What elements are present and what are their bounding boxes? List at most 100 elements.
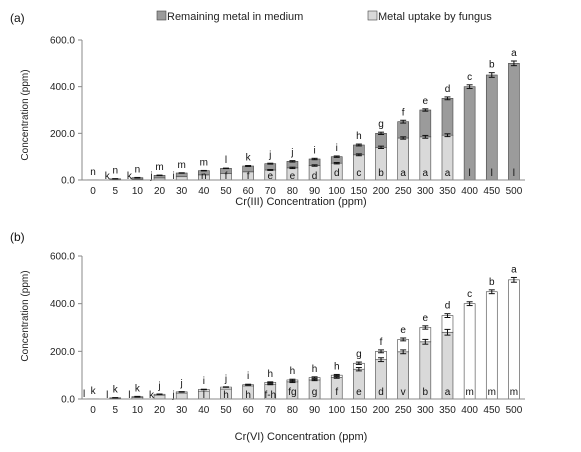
significance-letter-top: j bbox=[157, 381, 160, 392]
legend-label-uptake: Metal uptake by fungus bbox=[378, 11, 492, 23]
y-tick-label: 600.0 bbox=[50, 252, 75, 263]
x-tick-label: 20 bbox=[154, 186, 166, 197]
y-tick-label: 400.0 bbox=[50, 299, 75, 310]
x-tick-label: 300 bbox=[417, 186, 434, 197]
bar-remaining bbox=[508, 279, 520, 400]
significance-letter-inner: e bbox=[290, 171, 296, 182]
bar-remaining bbox=[508, 63, 520, 181]
legend-swatch-remaining bbox=[156, 10, 167, 21]
x-tick-label: 50 bbox=[220, 405, 232, 416]
legend: Remaining metal in medium Metal uptake b… bbox=[156, 10, 492, 23]
x-tick-label: 400 bbox=[461, 405, 478, 416]
significance-letter-inner: f bbox=[225, 171, 228, 182]
x-tick-label: 5 bbox=[112, 186, 118, 197]
x-tick-label: 0 bbox=[90, 186, 96, 197]
x-tick-label: 5 bbox=[112, 405, 118, 416]
significance-letter-top: i bbox=[336, 143, 338, 154]
significance-letter-top: c bbox=[467, 289, 472, 300]
bar-remaining bbox=[419, 109, 432, 138]
significance-letter-inner: l bbox=[128, 390, 130, 401]
significance-letter-inner: m bbox=[510, 387, 518, 398]
significance-letter-inner: h bbox=[223, 390, 229, 401]
significance-letter-inner: j bbox=[172, 390, 175, 401]
significance-letter-inner: l bbox=[491, 168, 493, 179]
x-tick-label: 400 bbox=[461, 186, 478, 197]
x-tick-label: 200 bbox=[373, 405, 390, 416]
bar-uptake bbox=[175, 392, 188, 400]
significance-letter-top: j bbox=[290, 148, 293, 159]
bar-remaining bbox=[485, 74, 498, 181]
bar-remaining bbox=[353, 144, 365, 156]
significance-letter-top: j bbox=[224, 374, 227, 385]
x-tick-label: 20 bbox=[154, 405, 166, 416]
significance-letter-top: f bbox=[380, 337, 383, 348]
significance-letter-top: l bbox=[225, 155, 227, 166]
significance-letter-inner: l bbox=[83, 389, 85, 400]
x-tick-label: 60 bbox=[243, 405, 255, 416]
significance-letter-inner: j bbox=[149, 171, 152, 182]
significance-letter-inner: c bbox=[356, 168, 361, 179]
x-tick-label: 300 bbox=[417, 405, 434, 416]
significance-letter-inner: a bbox=[423, 168, 429, 179]
significance-letter-inner: a bbox=[400, 168, 406, 179]
significance-letter-inner: f-h bbox=[264, 390, 276, 401]
y-tick-label: 200.0 bbox=[50, 129, 75, 140]
x-tick-label: 30 bbox=[176, 186, 188, 197]
x-tick-label: 200 bbox=[373, 186, 390, 197]
x-tick-label: 40 bbox=[198, 405, 210, 416]
x-tick-label: 60 bbox=[243, 186, 255, 197]
x-tick-label: 150 bbox=[351, 405, 368, 416]
panel-b-x-ticks: 0 5 10 20 30 40 50 60 70 80 90 100 150 200 250 300 350 40… bbox=[90, 405, 522, 416]
x-tick-label: 80 bbox=[287, 186, 299, 197]
x-tick-label: 100 bbox=[328, 186, 345, 197]
significance-letter-top: k bbox=[113, 385, 119, 396]
significance-letter-inner: b bbox=[378, 168, 384, 179]
legend-swatch-uptake bbox=[367, 10, 378, 21]
significance-letter-top: d bbox=[445, 301, 451, 312]
significance-letter-inner: e bbox=[267, 171, 273, 182]
panel-a-label: (a) bbox=[10, 11, 25, 25]
panel-a-chart: (a) Remaining metal in medium Metal upta… bbox=[10, 10, 525, 208]
significance-letter-top: c bbox=[467, 72, 472, 83]
significance-letter-inner: l bbox=[469, 168, 471, 179]
x-tick-label: 80 bbox=[287, 405, 299, 416]
significance-letter-top: h bbox=[334, 361, 340, 372]
significance-letter-top: a bbox=[511, 264, 517, 275]
significance-letter-inner: b bbox=[423, 387, 429, 398]
significance-letter-top: k bbox=[135, 383, 141, 394]
significance-letter-inner: f bbox=[247, 171, 250, 182]
x-tick-label: 70 bbox=[265, 405, 277, 416]
x-tick-label: 90 bbox=[309, 405, 321, 416]
bar-remaining bbox=[441, 98, 454, 136]
significance-letter-top: e bbox=[423, 96, 429, 107]
significance-letter-top: i bbox=[203, 376, 205, 387]
significance-letter-top: m bbox=[155, 162, 163, 173]
panel-b-chart: (b) Concentration (ppm) Cr(VI) Concentra… bbox=[10, 230, 525, 443]
significance-letter-top: a bbox=[511, 48, 517, 59]
panel-b-x-axis-label: Cr(VI) Concentration (ppm) bbox=[235, 431, 368, 443]
significance-letter-inner: a bbox=[445, 387, 451, 398]
panel-a-y-ticks: 0.0 200.0 400.0 600.0 bbox=[50, 36, 82, 187]
y-tick-label: 200.0 bbox=[50, 347, 75, 358]
significance-letter-top: i bbox=[247, 371, 249, 382]
significance-letter-inner: fg bbox=[288, 387, 296, 398]
significance-letter-inner: l bbox=[513, 168, 515, 179]
significance-letter-top: g bbox=[356, 349, 362, 360]
bar-remaining bbox=[463, 303, 476, 400]
significance-letter-top: d bbox=[445, 84, 451, 95]
significance-letter-inner: g bbox=[312, 387, 318, 398]
significance-letter-inner: v bbox=[401, 387, 406, 398]
significance-letter-top: j bbox=[268, 150, 271, 161]
significance-letter-top: b bbox=[489, 60, 495, 71]
significance-letter-inner: d bbox=[334, 168, 340, 179]
x-tick-label: 250 bbox=[395, 186, 412, 197]
significance-letter-top: f bbox=[402, 107, 405, 118]
panel-b-label: (b) bbox=[10, 230, 25, 244]
significance-letter-top: n bbox=[90, 167, 96, 178]
panel-b-y-ticks: 0.0 200.0 400.0 600.0 bbox=[50, 252, 82, 406]
significance-letter-top: n bbox=[135, 164, 141, 175]
significance-letter-top: b bbox=[489, 277, 495, 288]
significance-letter-inner: i bbox=[173, 171, 175, 182]
